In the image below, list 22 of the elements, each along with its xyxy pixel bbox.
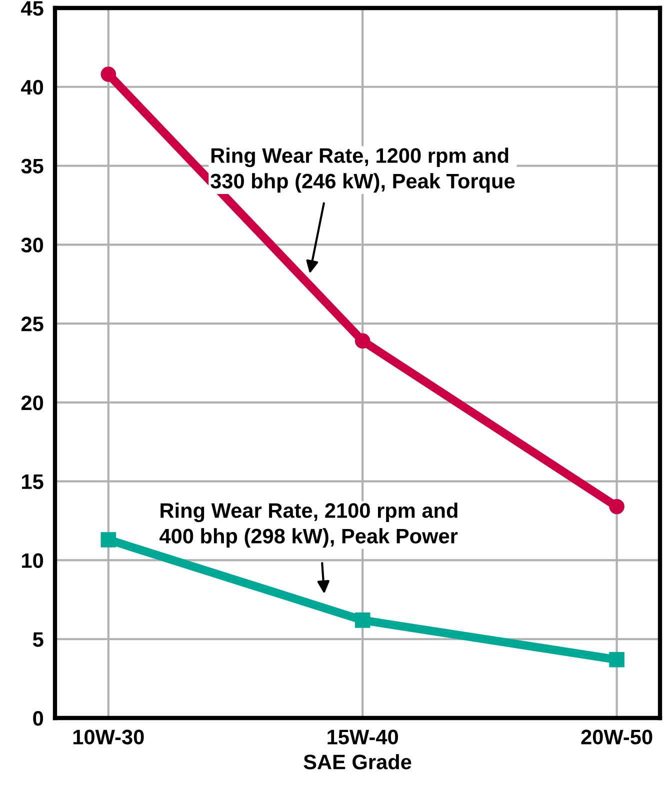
point	[100, 532, 116, 548]
point	[609, 498, 624, 514]
point	[609, 652, 624, 668]
x-tick-label: 15W-40	[328, 730, 398, 744]
y-tick-label: 15	[22, 474, 44, 490]
x-tick-label: 20W-50	[581, 730, 652, 744]
point	[354, 333, 370, 349]
y-tick-label: 35	[21, 158, 44, 174]
x-tick-label: 10W-30	[73, 730, 144, 744]
x-axis-title: SAE Grade	[304, 754, 412, 770]
y-tick-label: 0	[33, 711, 44, 726]
y-tick-label: 10	[22, 553, 44, 568]
y-tick-label: 25	[21, 316, 44, 332]
annotation: Ring Wear Rate, 2100 rpm and 400 bhp (298 kW), Peak Power	[160, 502, 458, 548]
y-tick-label: 20	[21, 395, 44, 410]
y-tick-label: 5	[32, 632, 44, 647]
annotation: Ring Wear Rate, 1200 rpm and 330 bhp (246 kW), Peak Torque	[210, 148, 515, 193]
point	[100, 66, 116, 82]
y-tick-label: 45	[21, 1, 44, 16]
y-tick-label: 40	[21, 80, 44, 95]
y-tick-label: 30	[21, 238, 44, 252]
point	[354, 612, 370, 628]
